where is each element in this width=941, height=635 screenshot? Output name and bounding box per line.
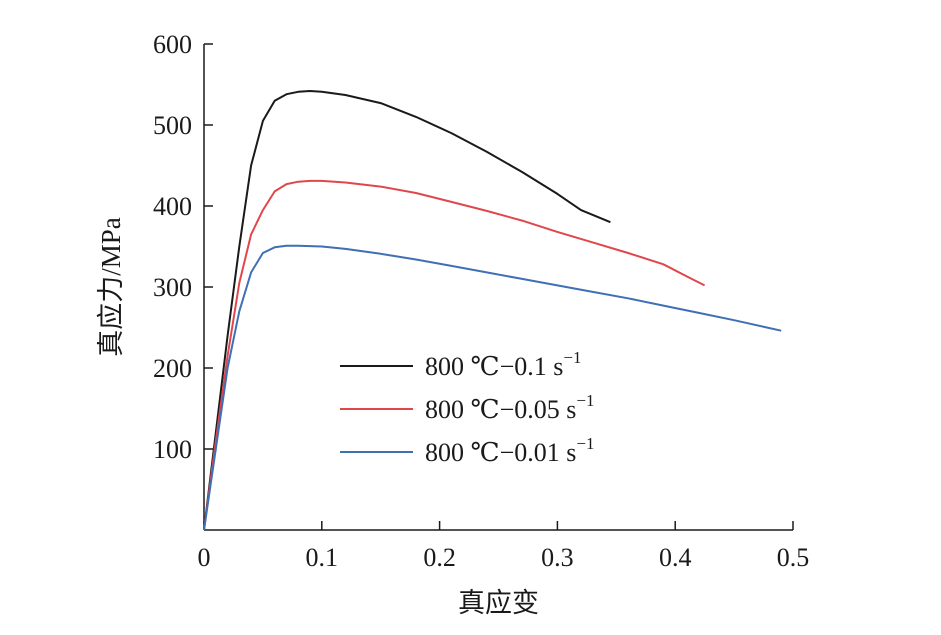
x-tick-label: 0.5	[777, 543, 810, 572]
x-tick-label: 0	[198, 543, 211, 572]
y-tick-label: 400	[153, 192, 192, 221]
legend-label-1: 800 ℃−0.05 s−1	[425, 391, 594, 424]
series-line-0	[203, 90, 611, 531]
series-lines	[203, 90, 782, 531]
series-line-1	[203, 179, 706, 531]
series-line-2	[203, 244, 782, 531]
legend-label-0: 800 ℃−0.1 s−1	[425, 348, 581, 381]
legend-label-text: 800 ℃−0.05 s	[425, 395, 576, 424]
legend-label-superscript: −1	[576, 434, 594, 453]
legend-label-text: 800 ℃−0.01 s	[425, 438, 576, 467]
y-tick-label: 600	[153, 30, 192, 59]
x-ticks: 0 0.1 0.2 0.3 0.4 0.5	[198, 521, 810, 572]
y-tick-label: 300	[153, 273, 192, 302]
y-tick-label: 500	[153, 111, 192, 140]
y-ticks: 100 200 300 400 500 600	[153, 30, 213, 464]
x-tick-label: 0.3	[541, 543, 574, 572]
legend-label-superscript: −1	[563, 348, 581, 367]
legend-label-text: 800 ℃−0.1 s	[425, 352, 563, 381]
legend-label-2: 800 ℃−0.01 s−1	[425, 434, 594, 467]
x-tick-label: 0.4	[659, 543, 692, 572]
y-tick-label: 200	[153, 354, 192, 383]
legend-label-superscript: −1	[576, 391, 594, 410]
x-tick-label: 0.1	[306, 543, 339, 572]
x-tick-label: 0.2	[423, 543, 456, 572]
y-tick-label: 100	[153, 435, 192, 464]
y-axis-title: 真应力/MPa	[96, 217, 126, 357]
x-axis-title: 真应变	[458, 588, 539, 618]
